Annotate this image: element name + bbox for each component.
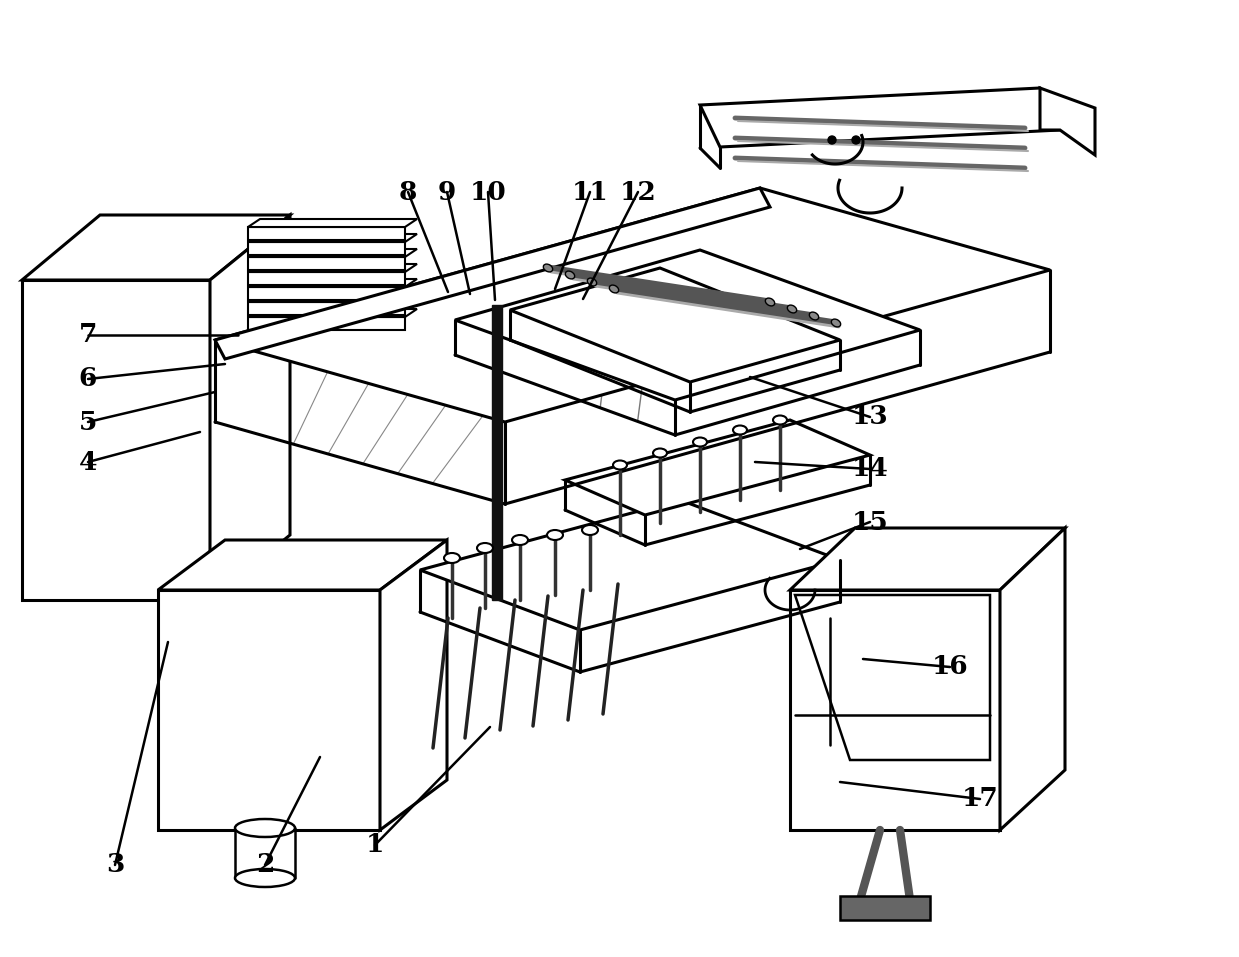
Ellipse shape: [587, 278, 597, 286]
Polygon shape: [248, 272, 405, 285]
Polygon shape: [455, 250, 921, 400]
Polygon shape: [248, 302, 405, 315]
Ellipse shape: [444, 553, 460, 563]
Polygon shape: [700, 88, 1061, 147]
Polygon shape: [22, 280, 209, 600]
Polygon shape: [159, 590, 380, 830]
Text: 3: 3: [105, 853, 124, 878]
Ellipse shape: [773, 415, 787, 425]
Polygon shape: [840, 896, 930, 920]
Text: 7: 7: [79, 323, 97, 347]
Ellipse shape: [653, 449, 667, 457]
Polygon shape: [248, 249, 418, 257]
Polygon shape: [380, 540, 447, 830]
Ellipse shape: [809, 312, 819, 320]
Polygon shape: [248, 242, 405, 255]
Ellipse shape: [546, 530, 563, 540]
Ellipse shape: [565, 271, 575, 278]
Ellipse shape: [544, 264, 553, 272]
Text: 2: 2: [255, 853, 274, 878]
Text: 6: 6: [79, 367, 97, 391]
Text: 15: 15: [851, 509, 888, 535]
Text: 12: 12: [620, 180, 657, 205]
Polygon shape: [248, 227, 405, 240]
Polygon shape: [248, 264, 418, 272]
Text: 5: 5: [79, 410, 97, 434]
Ellipse shape: [235, 869, 295, 887]
Polygon shape: [248, 317, 405, 330]
Ellipse shape: [610, 285, 618, 293]
Text: 16: 16: [932, 655, 969, 679]
Ellipse shape: [582, 525, 598, 535]
Ellipse shape: [828, 136, 836, 144]
Ellipse shape: [787, 305, 797, 313]
Polygon shape: [795, 595, 990, 760]
Text: 1: 1: [366, 833, 384, 857]
Polygon shape: [248, 279, 418, 287]
Ellipse shape: [852, 136, 860, 144]
Polygon shape: [248, 257, 405, 270]
Ellipse shape: [512, 535, 528, 545]
Polygon shape: [216, 188, 1049, 422]
Ellipse shape: [733, 426, 747, 434]
Ellipse shape: [693, 437, 707, 447]
Polygon shape: [420, 500, 840, 630]
Ellipse shape: [613, 460, 627, 470]
Text: 9: 9: [437, 180, 456, 205]
Polygon shape: [216, 188, 769, 359]
Polygon shape: [565, 420, 870, 515]
Polygon shape: [790, 528, 1066, 590]
Ellipse shape: [235, 819, 295, 837]
Polygon shape: [510, 268, 840, 382]
Polygon shape: [248, 294, 418, 302]
Polygon shape: [159, 540, 447, 590]
Text: 11: 11: [571, 180, 608, 205]
Text: 14: 14: [851, 456, 888, 481]
Polygon shape: [209, 215, 290, 600]
Polygon shape: [248, 219, 418, 227]
Ellipse shape: [477, 543, 493, 553]
Text: 13: 13: [851, 405, 888, 430]
Polygon shape: [1000, 528, 1066, 830]
Text: 4: 4: [79, 450, 97, 475]
Text: 8: 8: [399, 180, 418, 205]
Text: 10: 10: [470, 180, 507, 205]
Polygon shape: [790, 590, 1000, 830]
Polygon shape: [492, 305, 502, 600]
Polygon shape: [248, 234, 418, 242]
Polygon shape: [1040, 88, 1095, 155]
Ellipse shape: [766, 298, 774, 306]
Ellipse shape: [831, 319, 841, 327]
Polygon shape: [248, 309, 418, 317]
Text: 17: 17: [961, 787, 999, 812]
Polygon shape: [22, 215, 290, 280]
Polygon shape: [248, 287, 405, 300]
